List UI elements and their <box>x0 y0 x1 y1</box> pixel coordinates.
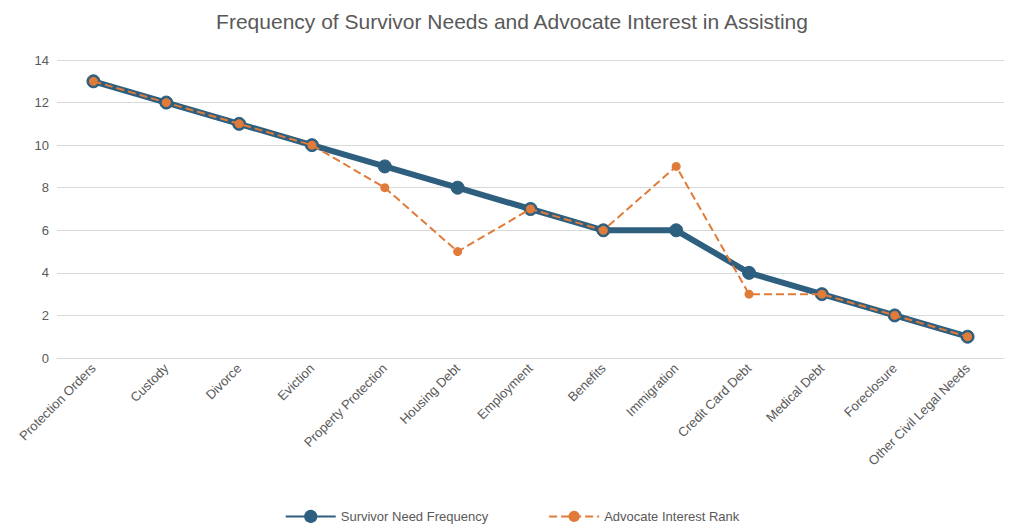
svg-text:Survivor Need Frequency: Survivor Need Frequency <box>341 509 489 524</box>
svg-text:14: 14 <box>35 53 49 68</box>
svg-text:4: 4 <box>42 265 49 280</box>
svg-text:Employment: Employment <box>474 360 536 422</box>
svg-text:Protection Orders: Protection Orders <box>16 360 99 443</box>
svg-text:10: 10 <box>35 138 49 153</box>
svg-text:Property Protection: Property Protection <box>301 361 390 450</box>
svg-text:Medical Debt: Medical Debt <box>763 360 827 424</box>
svg-text:2: 2 <box>42 308 49 323</box>
svg-text:Other Civil Legal Needs: Other Civil Legal Needs <box>865 360 973 468</box>
svg-text:Custody: Custody <box>127 360 172 405</box>
svg-text:Frequency of Survivor Needs an: Frequency of Survivor Needs and Advocate… <box>216 10 808 33</box>
svg-text:12: 12 <box>35 95 49 110</box>
svg-text:Advocate Interest Rank: Advocate Interest Rank <box>604 509 740 524</box>
svg-text:Foreclosure: Foreclosure <box>841 361 900 420</box>
svg-text:Housing Debt: Housing Debt <box>397 360 464 427</box>
svg-text:Benefits: Benefits <box>565 360 609 404</box>
svg-text:0: 0 <box>42 351 49 366</box>
svg-text:Eviction: Eviction <box>275 361 318 404</box>
svg-text:8: 8 <box>42 180 49 195</box>
svg-text:Credit Card Debt: Credit Card Debt <box>675 360 755 440</box>
svg-text:Immigration: Immigration <box>623 361 682 420</box>
svg-text:6: 6 <box>42 223 49 238</box>
svg-text:Divorce: Divorce <box>203 361 245 403</box>
